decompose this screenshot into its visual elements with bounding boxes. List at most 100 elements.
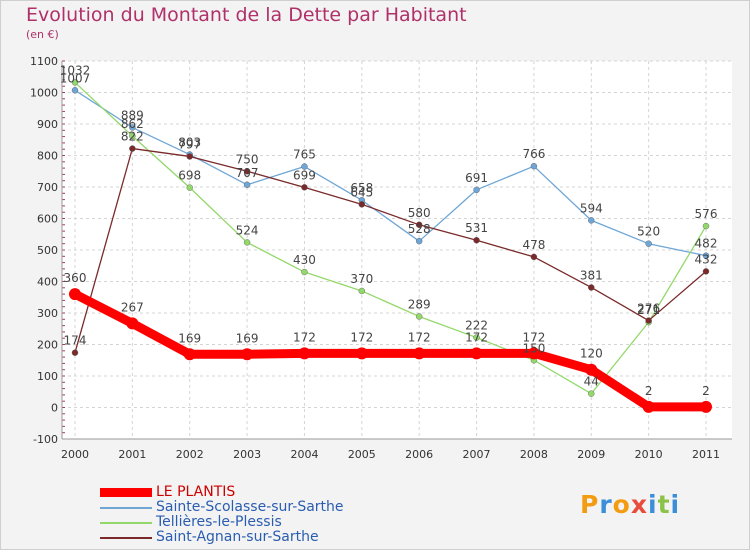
x-tick-label: 2002 <box>176 448 204 461</box>
data-point-sainte-scolasse-sur-sarthe <box>530 163 538 170</box>
x-tick-label: 2001 <box>118 448 146 461</box>
logo-letter: i <box>648 490 658 519</box>
y-tick-label: 600 <box>37 213 58 226</box>
y-tick-label: 1000 <box>30 87 58 100</box>
data-label-le-plantis: 172 <box>293 330 316 344</box>
data-label-telli-res-le-plessis: 289 <box>408 297 431 311</box>
legend-swatch <box>100 488 152 497</box>
data-point-saint-agnan-sur-sarthe <box>358 201 366 208</box>
data-label-telli-res-le-plessis: 271 <box>637 303 660 317</box>
data-label-telli-res-le-plessis: 862 <box>121 117 144 131</box>
data-label-telli-res-le-plessis: 222 <box>465 319 488 333</box>
data-point-telli-res-le-plessis <box>473 334 480 341</box>
data-label-telli-res-le-plessis: 430 <box>293 253 316 267</box>
legend-label: LE PLANTIS <box>156 484 236 500</box>
legend-swatch <box>100 507 152 509</box>
data-point-telli-res-le-plessis <box>71 79 79 86</box>
data-label-saint-agnan-sur-sarthe: 381 <box>580 268 603 282</box>
logo-letter: P <box>580 490 600 519</box>
chart-title: Evolution du Montant de la Dette par Hab… <box>26 4 467 26</box>
data-label-saint-agnan-sur-sarthe: 822 <box>121 130 144 144</box>
data-point-telli-res-le-plessis <box>415 313 423 320</box>
data-label-sainte-scolasse-sur-sarthe: 1007 <box>60 71 91 85</box>
data-label-telli-res-le-plessis: 576 <box>695 207 718 221</box>
data-point-le-plantis <box>183 348 196 361</box>
data-point-sainte-scolasse-sur-sarthe <box>243 181 251 188</box>
logo-letter: r <box>599 490 613 519</box>
x-tick-label: 2005 <box>348 448 376 461</box>
data-point-telli-res-le-plessis <box>588 390 595 397</box>
data-label-telli-res-le-plessis: 698 <box>178 169 201 183</box>
y-tick-label: 700 <box>37 181 58 194</box>
data-label-le-plantis: 172 <box>522 330 545 344</box>
series-line-le-plantis <box>70 289 711 412</box>
data-point-le-plantis <box>585 363 598 376</box>
data-label-sainte-scolasse-sur-sarthe: 766 <box>522 147 545 161</box>
data-label-telli-res-le-plessis: 44 <box>584 375 599 389</box>
plot-area <box>62 61 732 439</box>
data-label-saint-agnan-sur-sarthe: 750 <box>236 152 259 166</box>
data-point-saint-agnan-sur-sarthe <box>243 168 251 175</box>
data-label-saint-agnan-sur-sarthe: 531 <box>465 221 488 235</box>
y-tick-label: 200 <box>37 339 58 352</box>
y-tick-label: 0 <box>51 402 58 415</box>
logo-letter: o <box>612 490 631 519</box>
data-label-le-plantis: 2 <box>645 384 653 398</box>
data-label-sainte-scolasse-sur-sarthe: 803 <box>178 136 201 150</box>
data-label-saint-agnan-sur-sarthe: 174 <box>64 334 87 348</box>
data-label-saint-agnan-sur-sarthe: 797 <box>178 137 201 151</box>
data-label-sainte-scolasse-sur-sarthe: 482 <box>695 237 718 251</box>
data-label-le-plantis: 2 <box>702 384 710 398</box>
x-tick-label: 2010 <box>635 448 663 461</box>
logo-letter: i <box>670 490 681 519</box>
data-point-telli-res-le-plessis <box>358 287 366 295</box>
data-point-saint-agnan-sur-sarthe <box>129 145 136 152</box>
data-point-le-plantis <box>642 400 655 413</box>
data-label-sainte-scolasse-sur-sarthe: 691 <box>465 171 488 185</box>
proxiti-logo: Proxiti <box>580 490 680 519</box>
legend-label: Sainte-Scolasse-sur-Sarthe <box>156 499 344 515</box>
data-label-saint-agnan-sur-sarthe: 645 <box>350 185 373 199</box>
data-label-sainte-scolasse-sur-sarthe: 528 <box>408 222 431 236</box>
data-point-saint-agnan-sur-sarthe <box>645 317 652 324</box>
data-label-telli-res-le-plessis: 150 <box>522 341 545 355</box>
legend-label: Tellières-le-Plessis <box>156 514 282 530</box>
data-point-sainte-scolasse-sur-sarthe <box>588 217 595 224</box>
data-point-saint-agnan-sur-sarthe <box>702 268 710 275</box>
y-tick-label: 1100 <box>30 55 58 68</box>
data-point-le-plantis <box>69 288 81 301</box>
y-tick-label: 100 <box>37 370 58 383</box>
data-label-le-plantis: 172 <box>465 330 488 344</box>
data-label-saint-agnan-sur-sarthe: 478 <box>522 238 545 252</box>
data-label-le-plantis: 169 <box>178 331 201 345</box>
data-point-le-plantis <box>355 347 368 360</box>
data-point-saint-agnan-sur-sarthe <box>588 284 595 291</box>
x-tick-label: 2004 <box>290 448 318 461</box>
y-tick-label: 800 <box>37 150 58 163</box>
data-point-sainte-scolasse-sur-sarthe <box>415 237 423 245</box>
data-point-saint-agnan-sur-sarthe <box>301 184 308 191</box>
x-tick-label: 2003 <box>233 448 261 461</box>
data-label-le-plantis: 120 <box>580 347 603 361</box>
data-label-sainte-scolasse-sur-sarthe: 520 <box>637 225 660 239</box>
data-point-sainte-scolasse-sur-sarthe <box>702 252 710 259</box>
data-point-le-plantis <box>241 348 254 361</box>
data-point-sainte-scolasse-sur-sarthe <box>473 186 480 194</box>
y-tick-label: 500 <box>37 244 58 257</box>
data-label-telli-res-le-plessis: 370 <box>350 272 373 286</box>
data-label-sainte-scolasse-sur-sarthe: 765 <box>293 148 316 162</box>
series-line-telli-res-le-plessis <box>74 81 707 395</box>
data-point-sainte-scolasse-sur-sarthe <box>645 240 652 247</box>
series-line-saint-agnan-sur-sarthe <box>74 147 707 354</box>
unit-label: (en €) <box>26 28 59 41</box>
logo-letter: t <box>657 490 671 519</box>
data-point-telli-res-le-plessis <box>301 268 308 276</box>
data-point-telli-res-le-plessis <box>129 132 136 140</box>
data-label-sainte-scolasse-sur-sarthe: 889 <box>121 108 144 122</box>
legend-label: Saint-Agnan-sur-Sarthe <box>156 529 319 545</box>
logo-letter: x <box>630 490 648 519</box>
data-label-saint-agnan-sur-sarthe: 432 <box>695 252 718 266</box>
data-label-saint-agnan-sur-sarthe: 276 <box>637 302 660 316</box>
data-label-saint-agnan-sur-sarthe: 699 <box>293 168 316 182</box>
